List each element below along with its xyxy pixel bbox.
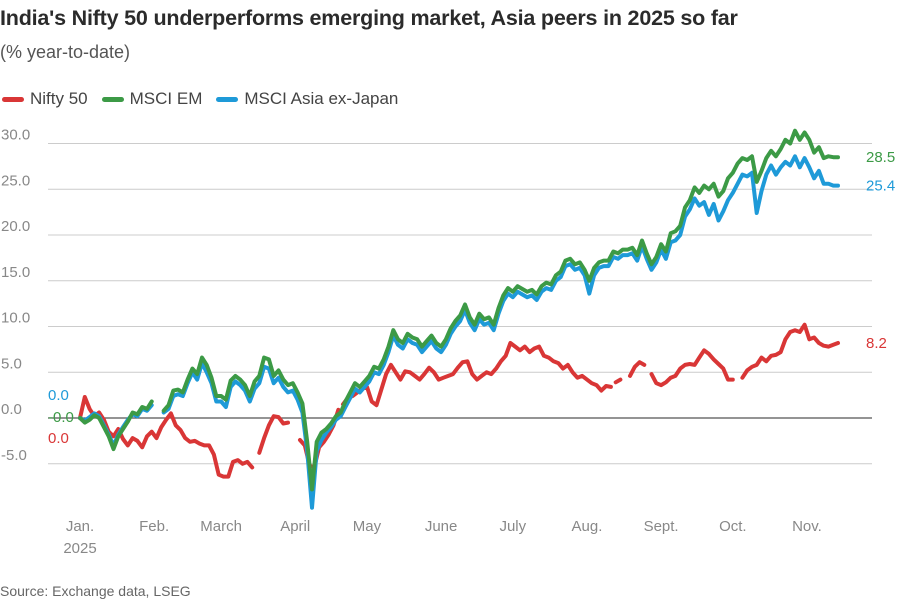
y-tick-label: 15.0 — [1, 264, 30, 281]
y-tick-label: -5.0 — [1, 447, 27, 464]
series-line-nifty — [341, 341, 613, 408]
x-tick-label: Jan. — [66, 518, 94, 535]
x-tick-label: Nov. — [792, 518, 822, 535]
legend-item-nifty: Nifty 50 — [2, 89, 88, 109]
series-line-nifty — [628, 360, 647, 378]
x-tick-label: Feb. — [139, 518, 169, 535]
y-tick-label: 20.0 — [1, 218, 30, 235]
x-tick-label: June — [425, 518, 458, 535]
series-line-nifty — [740, 322, 840, 380]
series-line-msci_em — [161, 128, 840, 492]
legend-swatch-asia — [216, 96, 239, 102]
start-label-msci_em: -0.0 — [48, 409, 74, 426]
start-label-nifty: 0.0 — [48, 430, 69, 447]
series-line-msci_em — [78, 399, 154, 452]
legend-swatch-msci-em — [101, 96, 124, 102]
series-line-nifty — [649, 348, 735, 388]
x-tick-label: May — [353, 518, 382, 535]
x-tick-label: April — [280, 518, 310, 535]
legend: Nifty 50 MSCI EM MSCI Asia ex-Japan — [2, 89, 412, 109]
x-tick-label: July — [499, 518, 526, 535]
y-tick-label: 5.0 — [1, 355, 22, 372]
x-tick-label: Sept. — [644, 518, 679, 535]
legend-label-asia: MSCI Asia ex-Japan — [244, 89, 399, 108]
series-line-asia — [161, 154, 840, 510]
legend-label-msci-em: MSCI EM — [129, 89, 203, 108]
y-tick-label: 30.0 — [1, 127, 30, 144]
source-note: Source: Exchange data, LSEG — [0, 583, 191, 599]
legend-swatch-nifty — [2, 96, 24, 102]
y-tick-label: 10.0 — [1, 310, 30, 327]
start-label-asia: 0.0 — [48, 387, 69, 404]
end-label-msci_em: 28.5 — [866, 149, 895, 166]
y-tick-label: 25.0 — [1, 172, 30, 189]
y-tick-label: 0.0 — [1, 401, 22, 418]
chart-title: India's Nifty 50 underperforms emerging … — [0, 6, 738, 30]
series-line-nifty — [613, 377, 623, 385]
end-label-asia: 25.4 — [866, 178, 895, 195]
x-tick-label: March — [200, 518, 242, 535]
end-label-nifty: 8.2 — [866, 335, 887, 352]
chart-subtitle: (% year-to-date) — [0, 42, 131, 62]
legend-label-nifty: Nifty 50 — [30, 89, 88, 108]
legend-item-msci-em: MSCI EM — [101, 89, 203, 109]
x-tick-label: Aug. — [572, 518, 603, 535]
x-tick-label: Oct. — [719, 518, 747, 535]
series-line-nifty — [257, 414, 290, 455]
legend-item-asia: MSCI Asia ex-Japan — [216, 89, 398, 109]
x-year-label: 2025 — [63, 540, 96, 557]
